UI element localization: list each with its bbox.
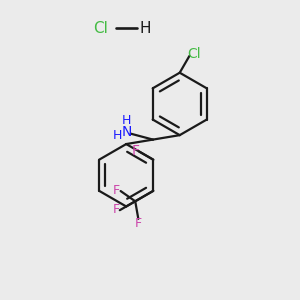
Text: H: H (122, 114, 131, 128)
Text: F: F (135, 217, 142, 230)
Text: F: F (112, 203, 119, 216)
Text: Cl: Cl (94, 21, 108, 36)
Text: F: F (113, 184, 120, 197)
Text: H: H (140, 21, 151, 36)
Text: N: N (122, 125, 132, 139)
Text: Cl: Cl (187, 47, 201, 61)
Text: H: H (113, 129, 122, 142)
Text: F: F (131, 144, 139, 158)
